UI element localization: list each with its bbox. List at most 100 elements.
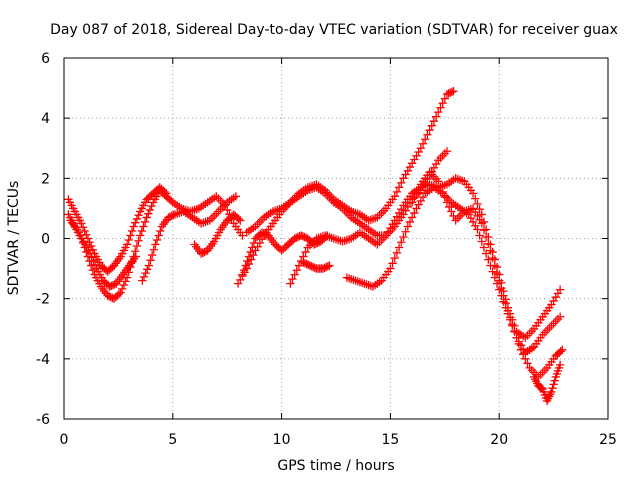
data-point bbox=[82, 230, 91, 239]
data-point bbox=[486, 246, 495, 255]
data-point bbox=[416, 144, 426, 153]
data-point bbox=[252, 232, 262, 242]
data-point bbox=[72, 210, 81, 219]
data-point bbox=[151, 240, 160, 249]
data-point bbox=[473, 225, 482, 234]
data-point bbox=[421, 135, 430, 144]
data-point bbox=[523, 359, 532, 368]
data-point bbox=[140, 198, 150, 207]
data-point bbox=[445, 202, 454, 212]
data-point bbox=[388, 259, 397, 268]
data-point bbox=[96, 261, 106, 270]
data-point bbox=[200, 247, 209, 257]
data-point bbox=[131, 218, 140, 227]
data-point bbox=[475, 231, 484, 240]
data-point bbox=[259, 229, 268, 238]
data-point bbox=[446, 88, 455, 97]
data-point bbox=[167, 196, 176, 206]
data-point bbox=[481, 232, 491, 242]
data-point bbox=[322, 262, 331, 272]
data-point bbox=[429, 117, 439, 126]
data-point bbox=[418, 139, 428, 148]
data-point bbox=[447, 87, 457, 96]
data-point bbox=[549, 380, 558, 389]
data-point bbox=[477, 219, 486, 228]
data-point bbox=[492, 268, 502, 278]
data-point bbox=[551, 372, 560, 382]
data-point bbox=[397, 178, 406, 187]
data-point bbox=[73, 213, 83, 222]
data-point bbox=[119, 280, 128, 290]
data-point bbox=[285, 238, 294, 248]
data-point bbox=[89, 256, 98, 266]
data-point bbox=[142, 195, 151, 204]
data-point bbox=[501, 299, 510, 308]
data-point bbox=[132, 241, 142, 251]
data-point bbox=[76, 231, 85, 240]
data-point bbox=[490, 273, 499, 282]
data-point bbox=[473, 199, 482, 209]
data-point bbox=[146, 256, 155, 265]
data-point bbox=[449, 211, 458, 221]
data-point bbox=[149, 245, 158, 254]
series-arc-10 bbox=[342, 183, 567, 382]
data-point bbox=[156, 226, 165, 236]
data-point bbox=[318, 264, 328, 273]
data-point bbox=[87, 241, 96, 251]
data-point bbox=[224, 214, 233, 224]
data-point bbox=[558, 345, 567, 354]
data-point bbox=[108, 280, 118, 290]
data-point bbox=[77, 219, 86, 228]
data-point bbox=[283, 240, 293, 249]
data-point bbox=[248, 243, 257, 252]
data-point bbox=[403, 222, 412, 231]
data-point bbox=[479, 243, 489, 252]
series-arc-11 bbox=[299, 258, 334, 273]
data-point bbox=[551, 351, 560, 360]
data-point bbox=[147, 250, 157, 260]
data-point bbox=[236, 216, 245, 225]
data-point bbox=[444, 89, 453, 98]
data-point bbox=[392, 187, 402, 197]
data-point bbox=[132, 214, 142, 224]
data-point bbox=[303, 234, 312, 243]
data-point bbox=[92, 264, 101, 273]
data-point bbox=[87, 261, 96, 270]
data-point bbox=[287, 237, 296, 246]
data-point bbox=[399, 232, 408, 242]
data-point bbox=[80, 226, 89, 236]
data-point bbox=[226, 213, 235, 222]
series-arc-4 bbox=[138, 192, 241, 285]
data-point bbox=[109, 294, 119, 303]
data-point bbox=[299, 258, 308, 267]
data-point bbox=[290, 270, 299, 279]
data-point bbox=[427, 121, 436, 130]
x-tick-label: 0 bbox=[60, 432, 69, 448]
data-point bbox=[249, 238, 259, 248]
data-point bbox=[425, 126, 434, 135]
data-point bbox=[116, 252, 125, 261]
data-point bbox=[122, 273, 132, 282]
data-point bbox=[155, 183, 164, 192]
data-point bbox=[119, 246, 128, 255]
data-point bbox=[490, 261, 499, 270]
data-point bbox=[251, 234, 260, 243]
data-point bbox=[94, 267, 103, 276]
data-point bbox=[134, 236, 143, 245]
data-point bbox=[154, 231, 163, 240]
data-point bbox=[390, 192, 399, 201]
data-point bbox=[554, 348, 564, 357]
data-point bbox=[116, 288, 125, 297]
data-point bbox=[72, 225, 82, 234]
data-point bbox=[211, 234, 220, 243]
data-point bbox=[436, 103, 445, 112]
data-point bbox=[555, 285, 565, 294]
data-point bbox=[414, 184, 423, 194]
data-point bbox=[165, 212, 175, 221]
data-point bbox=[320, 263, 329, 272]
data-point bbox=[142, 213, 151, 222]
x-axis-label: GPS time / hours bbox=[277, 458, 394, 474]
data-point bbox=[442, 147, 452, 156]
data-point bbox=[479, 226, 489, 235]
data-point bbox=[468, 189, 478, 198]
